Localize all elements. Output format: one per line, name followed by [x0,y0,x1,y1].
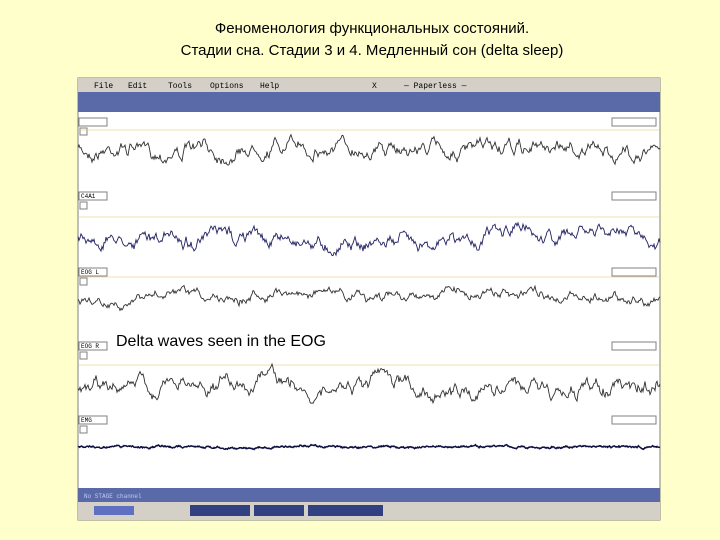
channel-label-box [78,341,108,351]
channel-button[interactable] [79,351,88,360]
title-line: Феноменология функциональных состояний. [215,20,529,37]
scroll-bar[interactable] [94,506,134,515]
title-line: Стадии сна. Стадии 3 и 4. Медленный сон … [181,42,564,59]
channel-button[interactable] [79,127,88,136]
menu-item[interactable]: X [372,82,377,91]
file-box [308,505,383,516]
scale-box [611,267,657,277]
eeg-trace [77,221,661,257]
channel-button[interactable] [79,277,88,286]
menu-item[interactable]: — Paperless — [403,82,467,91]
menu-bar [78,78,660,92]
eeg-trace [77,133,661,166]
scale-box [611,415,657,425]
channel-label-box [78,415,108,425]
menu-item[interactable]: Help [260,82,279,91]
menu-item[interactable]: Options [210,82,244,91]
channel-label-box [78,267,108,277]
menu-item[interactable]: Edit [128,82,147,91]
channel-label: C4A1 [81,193,96,200]
channel-button[interactable] [79,201,88,210]
scale-box [611,191,657,201]
channel-label: EOG R [81,343,99,350]
channel-button[interactable] [79,425,88,434]
eeg-trace [77,362,661,405]
time-box [254,505,304,516]
channel-label: EMG [81,417,92,424]
header-band [78,92,660,112]
footer-text: No STAGE channel [84,493,142,500]
scale-box [611,117,657,127]
channel-label-box [78,191,108,201]
channel-label-box [78,117,108,127]
channel-label: EOG L [81,269,99,276]
eeg-trace [77,443,661,451]
eeg-trace [77,284,661,312]
scale-box [611,341,657,351]
annotation: Delta waves seen in the EOG [116,333,326,350]
time-box [190,505,250,516]
footer-band [78,488,660,502]
menu-item[interactable]: Tools [168,82,192,91]
menu-item[interactable]: File [94,82,113,91]
